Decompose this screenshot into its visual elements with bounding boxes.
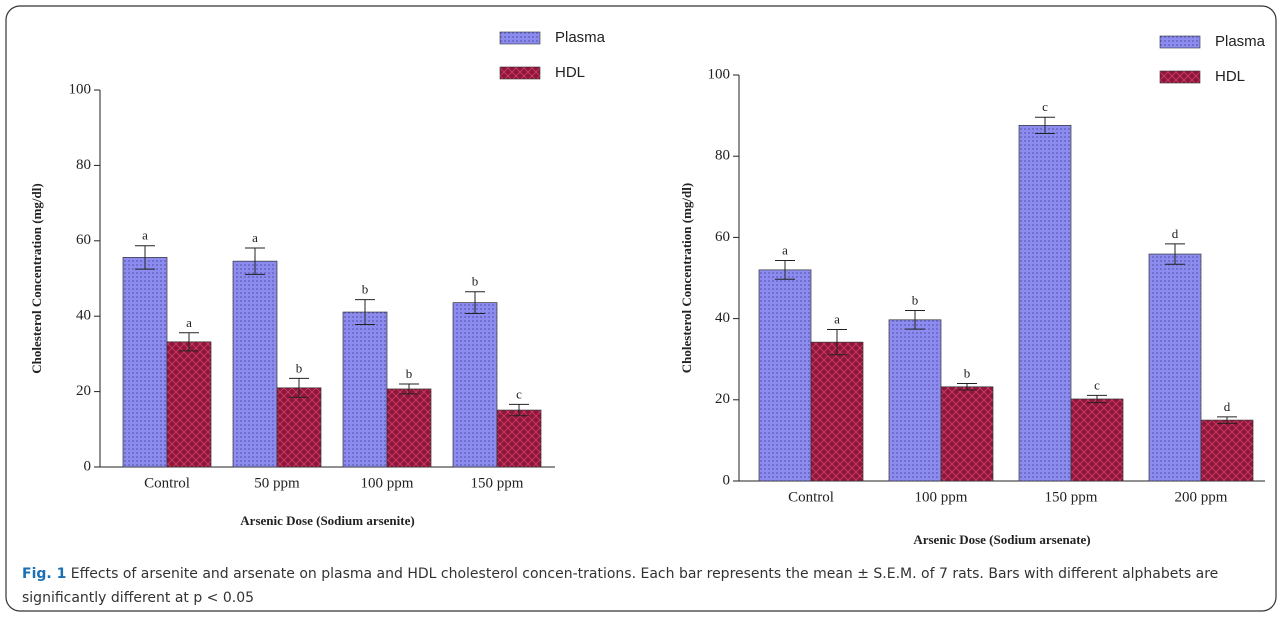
y-tick-label: 80 xyxy=(76,157,91,173)
error-bar xyxy=(1087,394,1107,404)
error-bar xyxy=(509,403,529,417)
y-tick-label: 40 xyxy=(715,310,730,326)
significance-label: c xyxy=(1094,377,1100,392)
x-axis-title: Arsenic Dose (Sodium arsenite) xyxy=(240,513,414,528)
error-bar xyxy=(957,383,977,391)
bar xyxy=(122,257,168,468)
legend-label: HDL xyxy=(555,64,585,81)
error-bar xyxy=(1217,416,1237,424)
bar xyxy=(758,269,812,482)
error-bar xyxy=(775,260,795,280)
x-tick-label: 150 ppm xyxy=(1045,489,1098,505)
bar xyxy=(166,341,212,468)
significance-label: a xyxy=(186,315,192,330)
x-tick-label: Control xyxy=(788,489,834,505)
bar xyxy=(940,386,994,482)
frame xyxy=(5,5,1277,612)
significance-label: a xyxy=(142,228,148,243)
y-tick-label: 40 xyxy=(76,308,91,324)
y-tick-label: 0 xyxy=(723,472,731,488)
error-bar xyxy=(465,291,485,315)
y-tick-label: 80 xyxy=(715,148,730,164)
significance-label: b xyxy=(296,360,303,375)
error-bar xyxy=(399,383,419,395)
x-tick-label: 150 ppm xyxy=(471,475,524,491)
bar xyxy=(810,341,864,482)
x-tick-label: 100 ppm xyxy=(361,475,414,491)
x-tick-label: 200 ppm xyxy=(1175,489,1228,505)
bar xyxy=(496,409,542,468)
legend-swatch xyxy=(1159,35,1201,49)
y-tick-label: 20 xyxy=(76,383,91,399)
error-bar xyxy=(289,377,309,398)
x-tick-label: 50 ppm xyxy=(254,475,300,491)
bar xyxy=(1070,398,1124,482)
bar xyxy=(386,388,432,468)
significance-label: d xyxy=(1224,399,1231,414)
error-bar xyxy=(245,247,265,275)
y-tick-label: 100 xyxy=(708,66,731,82)
significance-label: c xyxy=(516,386,522,401)
y-tick-label: 100 xyxy=(69,81,92,97)
error-bar xyxy=(1035,116,1055,134)
significance-label: b xyxy=(964,366,971,381)
legend-swatch xyxy=(499,66,541,80)
x-tick-label: 100 ppm xyxy=(915,489,968,505)
bar xyxy=(888,319,942,482)
error-bar xyxy=(355,299,375,325)
legend-swatch xyxy=(499,31,541,45)
x-tick-label: Control xyxy=(144,475,190,491)
significance-label: b xyxy=(912,292,919,307)
bar xyxy=(342,311,388,468)
error-bar xyxy=(827,329,847,356)
significance-label: a xyxy=(782,243,788,258)
error-bar xyxy=(179,332,199,352)
caption-text: Effects of arsenite and arsenate on plas… xyxy=(22,566,1219,606)
significance-label: d xyxy=(1172,226,1179,241)
y-tick-label: 20 xyxy=(715,391,730,407)
caption-label: Fig. 1 xyxy=(22,566,67,582)
y-axis-title: Cholesterol Concentration (mg/dl) xyxy=(679,183,694,373)
bar xyxy=(1200,419,1254,482)
bar xyxy=(452,302,498,468)
bar xyxy=(1018,124,1072,482)
significance-label: a xyxy=(834,312,840,327)
significance-label: c xyxy=(1042,99,1048,114)
y-tick-label: 60 xyxy=(76,232,91,248)
legend-label: HDL xyxy=(1215,68,1245,85)
error-bar xyxy=(905,309,925,330)
significance-label: a xyxy=(252,230,258,245)
significance-label: b xyxy=(406,366,413,381)
bar xyxy=(1148,253,1202,482)
significance-label: b xyxy=(362,282,369,297)
legend-label: Plasma xyxy=(1215,33,1266,50)
legend-label: Plasma xyxy=(555,29,606,46)
caption: Fig. 1 Effects of arsenite and arsenate … xyxy=(22,562,1262,610)
y-tick-label: 60 xyxy=(715,229,730,245)
y-tick-label: 0 xyxy=(84,458,92,474)
bar xyxy=(276,387,322,468)
bar xyxy=(232,260,278,468)
x-axis-title: Arsenic Dose (Sodium arsenate) xyxy=(913,532,1090,547)
y-axis-title: Cholesterol Concentration (mg/dl) xyxy=(29,183,44,373)
error-bar xyxy=(1165,243,1185,265)
significance-label: b xyxy=(472,274,479,289)
error-bar xyxy=(135,245,155,270)
legend-swatch xyxy=(1159,70,1201,84)
